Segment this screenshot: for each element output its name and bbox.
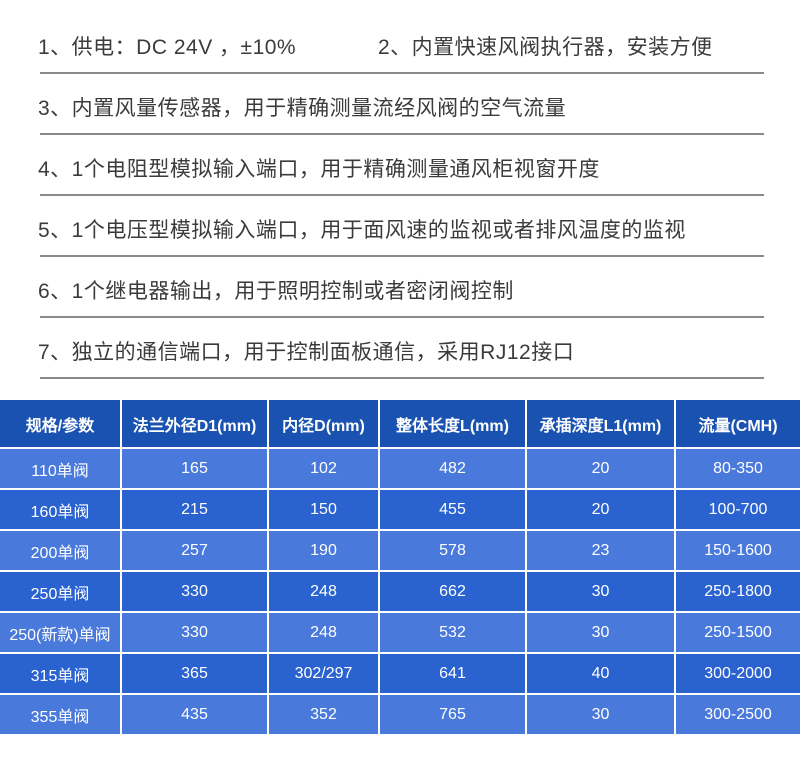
- table-row: 110单阀 165 102 482 20 80-350: [0, 447, 800, 489]
- table-cell: 30: [525, 570, 675, 612]
- table-cell: 641: [378, 652, 526, 694]
- table-cell: 248: [267, 570, 379, 612]
- table-cell: 248: [267, 611, 379, 653]
- table-cell: 102: [267, 447, 379, 489]
- feature-text: 7、独立的通信端口，用于控制面板通信，采用RJ12接口: [38, 341, 575, 364]
- table-cell: 250-1500: [674, 611, 800, 653]
- divider: [40, 255, 764, 257]
- feature-text-row: 1、供电：DC 24V ，±10% 2、内置快速风阀执行器，安装方便: [38, 34, 764, 62]
- spec-table: 规格/参数 法兰外径D1(mm) 内径D(mm) 整体长度L(mm) 承插深度L…: [0, 400, 800, 734]
- table-cell: 302/297: [267, 652, 379, 694]
- table-cell: 257: [120, 529, 268, 571]
- feature-item: 3、内置风量传感器，用于精确测量流经风阀的空气流量: [0, 95, 800, 135]
- column-header: 承插深度L1(mm): [525, 400, 675, 448]
- table-cell: 80-350: [674, 447, 800, 489]
- table-row: 250(新款)单阀 330 248 532 30 250-1500: [0, 611, 800, 653]
- table-cell: 23: [525, 529, 675, 571]
- feature-item: 4、1个电阻型模拟输入端口，用于精确测量通风柜视窗开度: [0, 156, 800, 196]
- table-cell: 200单阀: [0, 529, 121, 571]
- spec-sheet: 1、供电：DC 24V ，±10% 2、内置快速风阀执行器，安装方便 3、内置风量…: [0, 34, 800, 734]
- column-header: 整体长度L(mm): [378, 400, 526, 448]
- table-cell: 435: [120, 693, 268, 734]
- table-cell: 662: [378, 570, 526, 612]
- table-header-row: 规格/参数 法兰外径D1(mm) 内径D(mm) 整体长度L(mm) 承插深度L…: [0, 400, 800, 448]
- features-section: 1、供电：DC 24V ，±10% 2、内置快速风阀执行器，安装方便 3、内置风量…: [0, 34, 800, 379]
- table-cell: 40: [525, 652, 675, 694]
- column-header: 内径D(mm): [267, 400, 379, 448]
- divider: [40, 316, 764, 318]
- table-row: 200单阀 257 190 578 23 150-1600: [0, 529, 800, 571]
- column-header: 法兰外径D1(mm): [120, 400, 268, 448]
- table-cell: 250单阀: [0, 570, 121, 612]
- feature-item: 5、1个电压型模拟输入端口，用于面风速的监视或者排风温度的监视: [0, 217, 800, 257]
- table-cell: 215: [120, 488, 268, 530]
- table-cell: 578: [378, 529, 526, 571]
- table-cell: 765: [378, 693, 526, 734]
- table-cell: 100-700: [674, 488, 800, 530]
- table-cell: 300-2000: [674, 652, 800, 694]
- divider: [40, 133, 764, 135]
- column-header: 规格/参数: [0, 400, 121, 448]
- feature-text: 5、1个电压型模拟输入端口，用于面风速的监视或者排风温度的监视: [38, 219, 686, 242]
- divider: [40, 72, 764, 74]
- table-cell: 365: [120, 652, 268, 694]
- table-cell: 20: [525, 447, 675, 489]
- table-cell: 355单阀: [0, 693, 121, 734]
- feature-text: 6、1个继电器输出，用于照明控制或者密闭阀控制: [38, 280, 514, 303]
- table-cell: 330: [120, 570, 268, 612]
- feature-text: 4、1个电阻型模拟输入端口，用于精确测量通风柜视窗开度: [38, 158, 600, 181]
- table-cell: 30: [525, 693, 675, 734]
- table-cell: 330: [120, 611, 268, 653]
- table-cell: 532: [378, 611, 526, 653]
- divider: [40, 377, 764, 379]
- table-cell: 315单阀: [0, 652, 121, 694]
- table-row: 250单阀 330 248 662 30 250-1800: [0, 570, 800, 612]
- table-cell: 30: [525, 611, 675, 653]
- table-cell: 165: [120, 447, 268, 489]
- table-row: 355单阀 435 352 765 30 300-2500: [0, 693, 800, 734]
- table-cell: 110单阀: [0, 447, 121, 489]
- feature-item: 6、1个继电器输出，用于照明控制或者密闭阀控制: [0, 278, 800, 318]
- feature-text: 2、内置快速风阀执行器，安装方便: [378, 36, 713, 59]
- table-cell: 482: [378, 447, 526, 489]
- table-cell: 150: [267, 488, 379, 530]
- feature-text: 3、内置风量传感器，用于精确测量流经风阀的空气流量: [38, 97, 567, 120]
- table-cell: 250-1800: [674, 570, 800, 612]
- divider: [40, 194, 764, 196]
- table-row: 160单阀 215 150 455 20 100-700: [0, 488, 800, 530]
- table-cell: 160单阀: [0, 488, 121, 530]
- feature-item: 1、供电：DC 24V ，±10% 2、内置快速风阀执行器，安装方便: [0, 34, 800, 74]
- table-cell: 300-2500: [674, 693, 800, 734]
- table-cell: 455: [378, 488, 526, 530]
- column-header: 流量(CMH): [674, 400, 800, 448]
- table-cell: 352: [267, 693, 379, 734]
- table-cell: 250(新款)单阀: [0, 611, 121, 653]
- table-cell: 150-1600: [674, 529, 800, 571]
- feature-item: 7、独立的通信端口，用于控制面板通信，采用RJ12接口: [0, 339, 800, 379]
- table-row: 315单阀 365 302/297 641 40 300-2000: [0, 652, 800, 694]
- table-cell: 190: [267, 529, 379, 571]
- table-cell: 20: [525, 488, 675, 530]
- feature-text: 1、供电：DC 24V ，±10%: [38, 36, 297, 59]
